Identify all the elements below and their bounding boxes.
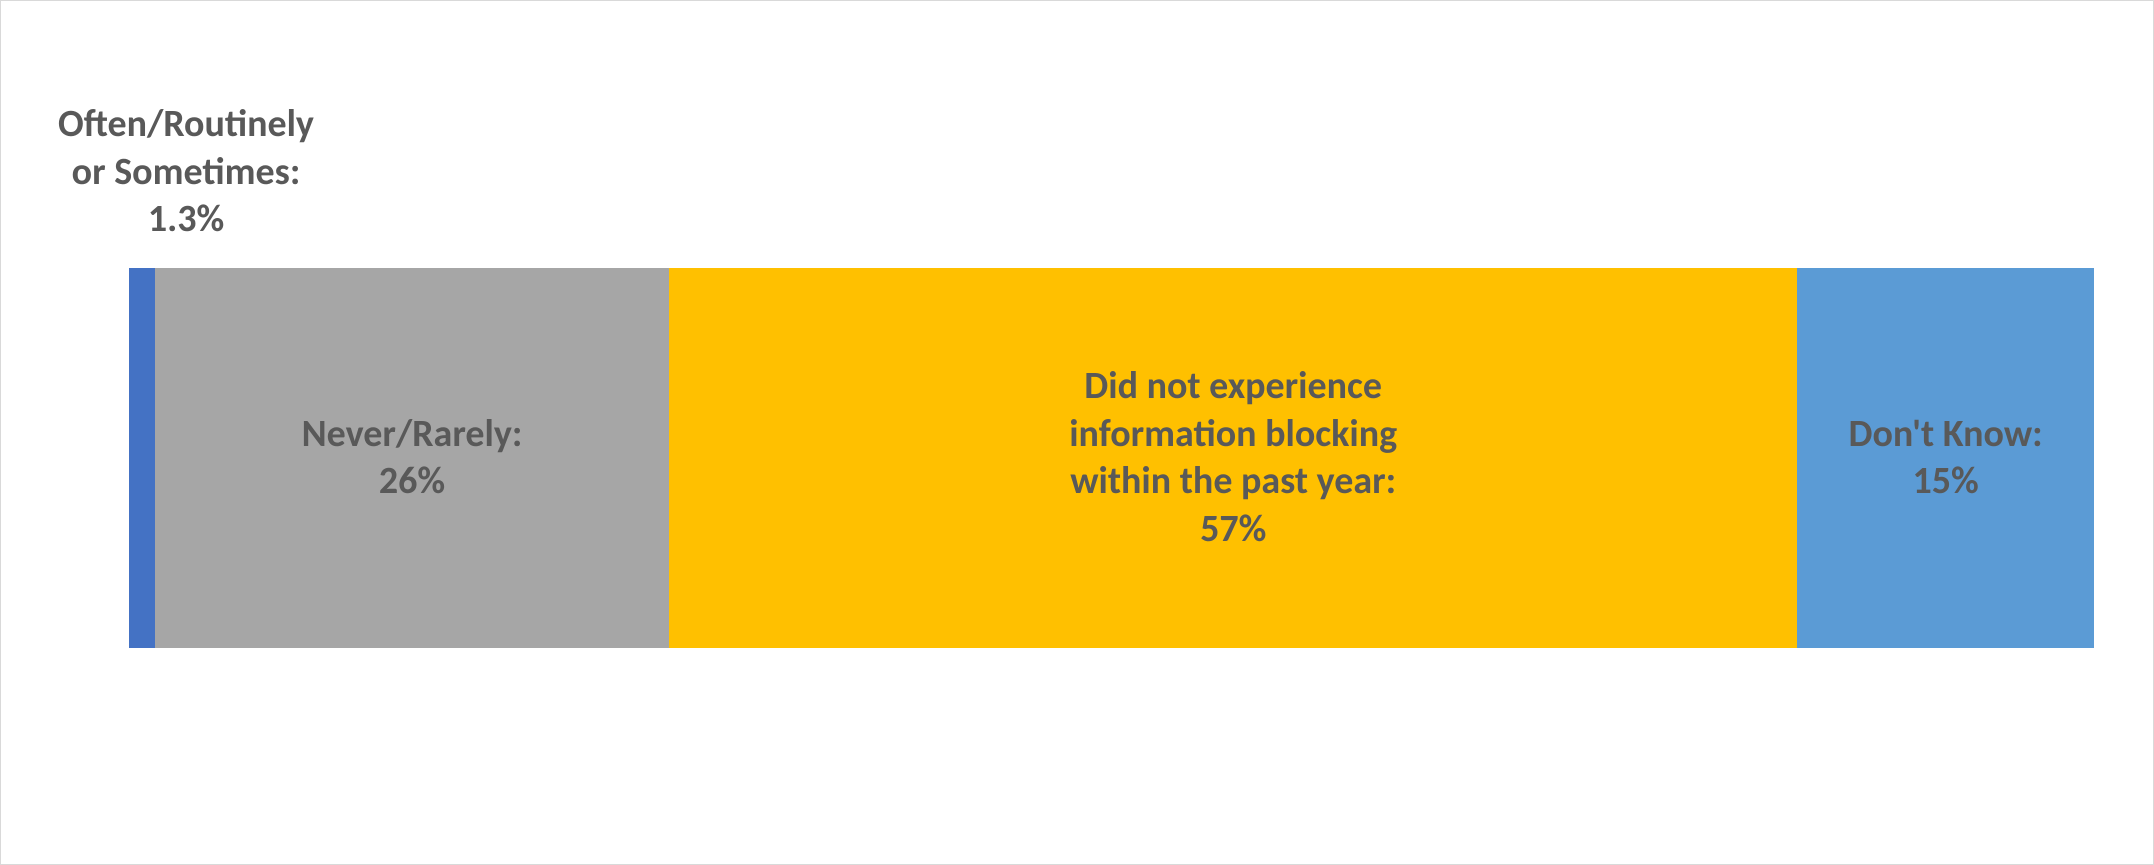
segment-dont-know: Don't Know: 15% <box>1797 268 2094 648</box>
chart-frame: Often/Routinely or Sometimes: 1.3% Never… <box>0 0 2154 865</box>
segment-label-text: Don't Know: 15% <box>1849 411 2043 506</box>
segment-often <box>129 268 155 648</box>
segment-no-experience: Did not experience information blocking … <box>669 268 1797 648</box>
segment-label-text: Did not experience information blocking … <box>1069 363 1397 553</box>
segment-label-text: Never/Rarely: 26% <box>302 411 523 506</box>
segment-never-rarely: Never/Rarely: 26% <box>155 268 670 648</box>
stacked-bar: Never/Rarely: 26% Did not experience inf… <box>129 268 2094 648</box>
segment-label-often: Often/Routinely or Sometimes: 1.3% <box>26 101 346 244</box>
